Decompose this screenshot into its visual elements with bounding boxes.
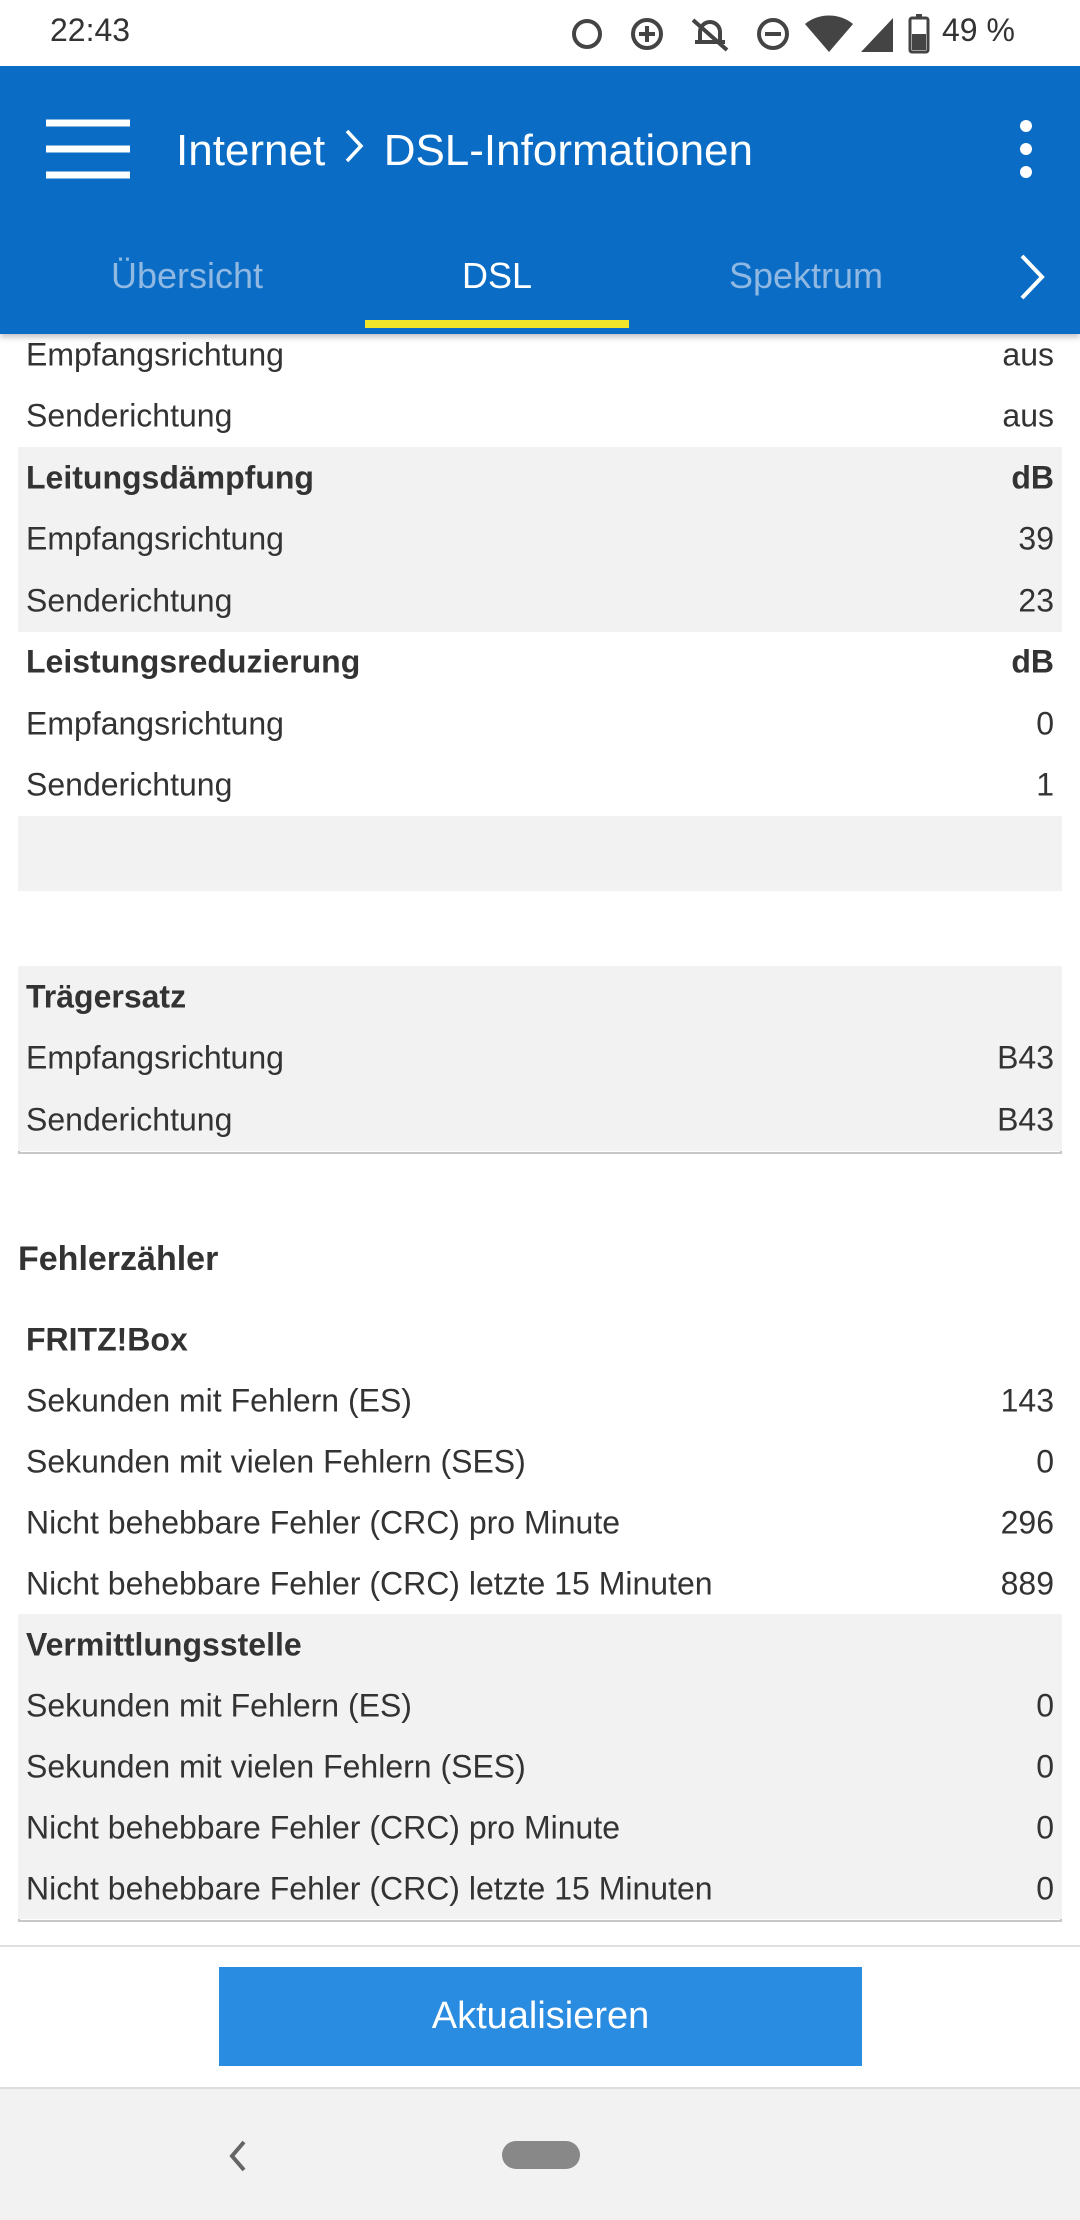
row-value: B43	[997, 1039, 1054, 1076]
row-label: Nicht behebbare Fehler (CRC) letzte 15 M…	[26, 1565, 713, 1601]
row-value: 23	[1018, 582, 1054, 619]
refresh-button[interactable]: Aktualisieren	[219, 1967, 862, 2066]
tab[interactable]: Übersicht	[110, 255, 264, 296]
battery-level: 49 %	[942, 12, 1015, 48]
group-header: FRITZ!Box	[18, 1309, 1062, 1370]
menu-button[interactable]	[46, 118, 130, 180]
table-row: Nicht behebbare Fehler (CRC) pro Minute 2…	[18, 1492, 1062, 1553]
row-label: Empfangsrichtung	[26, 336, 284, 373]
row-label: Leistungsreduzierung	[26, 643, 361, 680]
row-label: Empfangsrichtung	[26, 1039, 284, 1076]
divider	[0, 1945, 1080, 1947]
tab[interactable]: Spektrum	[728, 255, 884, 296]
row-value: dB	[1011, 459, 1054, 496]
nav-back[interactable]	[226, 2139, 250, 2173]
table-row: Empfangsrichtung aus	[18, 324, 1062, 386]
status-bar: 22:43 49 %	[0, 0, 1080, 66]
breadcrumb-separator	[346, 129, 364, 163]
row-value: B43	[997, 1101, 1054, 1138]
table-row: Senderichtung B43	[18, 1089, 1062, 1151]
row-value: 0	[1036, 1748, 1054, 1784]
table-row: Sekunden mit Fehlern (ES) 0	[18, 1675, 1062, 1736]
row-label: Sekunden mit vielen Fehlern (SES)	[26, 1443, 526, 1479]
row-label: Nicht behebbare Fehler (CRC) letzte 15 M…	[26, 1870, 713, 1906]
row-value: dB	[1011, 643, 1054, 680]
row-label: FRITZ!Box	[26, 1321, 188, 1357]
row-value: 0	[1036, 1687, 1054, 1723]
table-row: Empfangsrichtung 39	[18, 508, 1062, 570]
breadcrumb-page: DSL-Informationen	[383, 126, 753, 175]
row-label: Empfangsrichtung	[26, 520, 284, 557]
tabs-next[interactable]	[1012, 252, 1052, 302]
nav-bar	[0, 2087, 1080, 2220]
section-heading: Fehlerzähler	[18, 1240, 219, 1278]
row-value: 296	[1000, 1504, 1054, 1540]
row-label: Senderichtung	[26, 766, 233, 803]
table-row: Sekunden mit Fehlern (ES) 143	[18, 1370, 1062, 1431]
table-row: Nicht behebbare Fehler (CRC) letzte 15 M…	[18, 1553, 1062, 1614]
table-row: Sekunden mit vielen Fehlern (SES) 0	[18, 1431, 1062, 1492]
overflow-menu[interactable]	[1014, 118, 1038, 180]
status-icons	[572, 15, 893, 53]
table-row: Empfangsrichtung B43	[18, 1027, 1062, 1089]
row-label: Senderichtung	[26, 1101, 233, 1138]
row-label: Leitungsdämpfung	[26, 459, 314, 496]
table-row: Nicht behebbare Fehler (CRC) pro Minute 0	[18, 1797, 1062, 1858]
row-label: Sekunden mit Fehlern (ES)	[26, 1687, 412, 1723]
row-value: 889	[1000, 1565, 1054, 1601]
breadcrumb-section[interactable]: Internet	[176, 126, 326, 175]
breadcrumb: Internet DSL-Informationen	[176, 126, 753, 176]
group-header: Trägersatz	[18, 966, 1062, 1028]
row-label: Senderichtung	[26, 582, 233, 619]
table-row: Nicht behebbare Fehler (CRC) letzte 15 M…	[18, 1858, 1062, 1919]
row-value: 39	[1018, 520, 1054, 557]
group-header: Leitungsdämpfung dB	[18, 447, 1062, 509]
clock: 22:43	[50, 12, 131, 48]
group-header: Leistungsreduzierung dB	[18, 631, 1062, 693]
row-value: 1	[1036, 766, 1054, 803]
group-header: Vermittlungsstelle	[18, 1614, 1062, 1675]
row-value: 0	[1036, 1809, 1054, 1845]
row-value: 0	[1036, 1870, 1054, 1906]
tab-indicator	[365, 320, 629, 328]
row-label: Trägersatz	[26, 978, 187, 1015]
row-label: Senderichtung	[26, 397, 233, 434]
row-label: Sekunden mit vielen Fehlern (SES)	[26, 1748, 526, 1784]
table-row	[18, 891, 1062, 966]
row-label: Nicht behebbare Fehler (CRC) pro Minute	[26, 1504, 621, 1540]
row-value: aus	[1002, 336, 1054, 373]
table-row: Senderichtung 23	[18, 570, 1062, 632]
table-row: Senderichtung 1	[18, 754, 1062, 816]
app-bar: Internet DSL-Informationen	[0, 66, 1080, 334]
table-row: Senderichtung aus	[18, 385, 1062, 447]
tab[interactable]: DSL	[461, 255, 533, 296]
table-row: Sekunden mit vielen Fehlern (SES) 0	[18, 1736, 1062, 1797]
row-label: Empfangsrichtung	[26, 705, 284, 742]
row-label: Nicht behebbare Fehler (CRC) pro Minute	[26, 1809, 621, 1845]
row-value: 0	[1036, 1443, 1054, 1479]
row-value: 0	[1036, 705, 1054, 742]
row-label: Vermittlungsstelle	[26, 1626, 302, 1662]
table-row	[18, 816, 1062, 891]
battery-icon	[908, 14, 930, 54]
nav-home[interactable]	[502, 2141, 580, 2169]
row-label: Sekunden mit Fehlern (ES)	[26, 1382, 412, 1418]
row-value: aus	[1002, 397, 1054, 434]
row-value: 143	[1000, 1382, 1054, 1418]
table-row: Empfangsrichtung 0	[18, 693, 1062, 755]
